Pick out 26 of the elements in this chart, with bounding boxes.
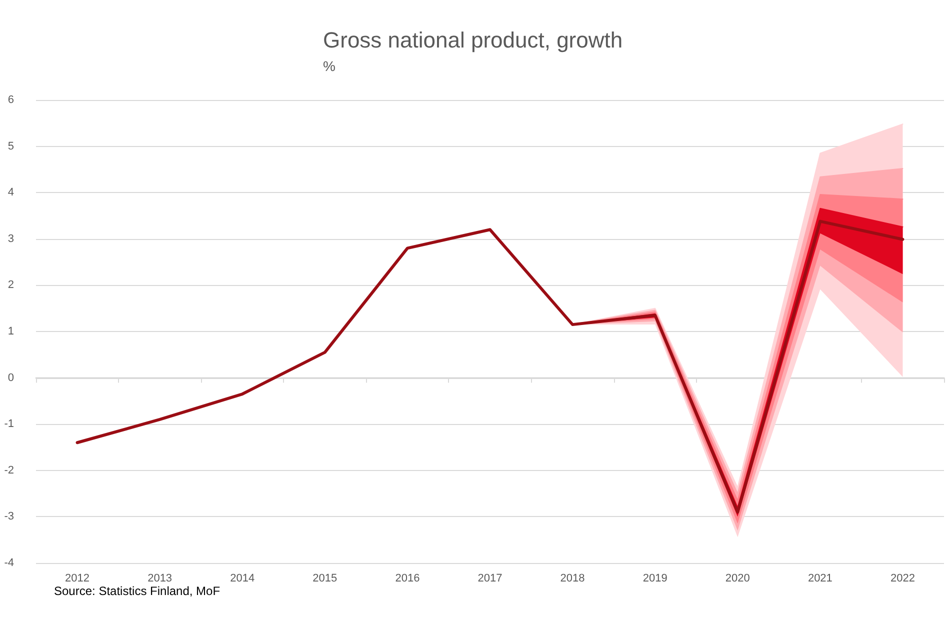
source-note: Source: Statistics Finland, MoF: [54, 584, 220, 598]
y-tick-label: -2: [4, 464, 14, 476]
y-tick-label: 6: [8, 94, 14, 106]
x-tick-label: 2021: [808, 572, 832, 584]
x-tick-label: 2013: [148, 572, 172, 584]
x-tick-label: 2018: [560, 572, 585, 584]
x-tick-label: 2016: [395, 572, 420, 584]
y-tick-label: 4: [8, 186, 14, 199]
x-tick-label: 2019: [642, 572, 668, 584]
y-tick-label: 1: [8, 326, 14, 338]
y-tick-label: 2: [8, 279, 14, 292]
x-tick-label: 2012: [65, 572, 90, 584]
y-tick-label: -1: [4, 418, 14, 430]
y-tick-label: -3: [4, 510, 14, 523]
x-tick-label: 2022: [890, 572, 915, 584]
x-tick-label: 2014: [230, 572, 255, 584]
chart-title: Gross national product, growth: [323, 28, 623, 52]
y-tick-label: 0: [8, 372, 14, 384]
chart-subtitle: %: [323, 58, 336, 74]
line-series: [76, 220, 904, 514]
y-tick-label: 3: [8, 232, 14, 245]
y-tick-label: -4: [4, 557, 14, 569]
y-tick-label: 5: [8, 140, 14, 152]
x-tick-label: 2020: [725, 572, 750, 584]
x-tick-label: 2017: [478, 572, 502, 584]
x-tick-label: 2015: [312, 572, 338, 584]
